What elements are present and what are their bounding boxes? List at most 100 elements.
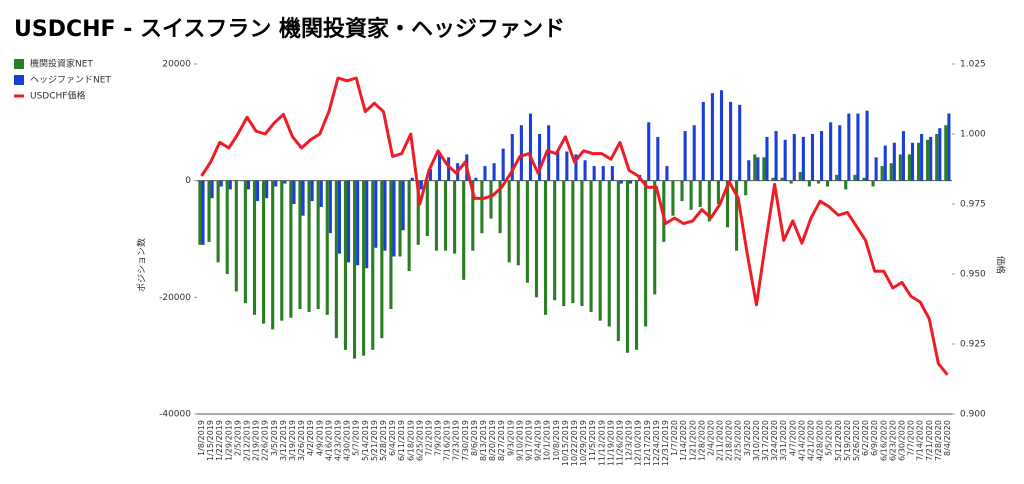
x-tick-label: 10/15/2019 bbox=[561, 420, 570, 466]
bar bbox=[380, 180, 384, 339]
bar bbox=[810, 134, 815, 181]
bar bbox=[765, 136, 769, 181]
legend-swatch bbox=[14, 75, 24, 85]
bar bbox=[316, 180, 320, 309]
bar bbox=[216, 180, 220, 263]
bar bbox=[343, 180, 347, 350]
bar bbox=[689, 180, 693, 210]
x-tick-label: 6/16/2020 bbox=[879, 420, 888, 461]
bar bbox=[234, 180, 238, 292]
bar bbox=[628, 180, 633, 184]
x-tick-label: 12/24/2019 bbox=[652, 420, 661, 466]
bar bbox=[807, 180, 811, 187]
bar bbox=[337, 180, 341, 254]
bar bbox=[489, 180, 493, 219]
x-tick-label: 4/21/2020 bbox=[807, 420, 816, 461]
y2-tick-label: 1.025 bbox=[960, 60, 986, 70]
bar bbox=[525, 180, 529, 283]
bar bbox=[371, 180, 375, 350]
y-tick-label: 0 bbox=[185, 176, 191, 186]
bar bbox=[747, 160, 751, 181]
x-tick-label: 2/4/2020 bbox=[706, 420, 715, 456]
x-tick-label: 3/26/2019 bbox=[297, 420, 306, 461]
bar bbox=[401, 180, 405, 231]
x-tick-label: 11/19/2019 bbox=[606, 420, 615, 466]
bar bbox=[762, 157, 766, 181]
bar bbox=[756, 157, 760, 181]
bar bbox=[880, 166, 884, 181]
bar bbox=[562, 180, 566, 307]
bar bbox=[307, 180, 311, 312]
x-tick-label: 12/17/2019 bbox=[643, 420, 652, 466]
x-tick-label: 6/2/2020 bbox=[861, 420, 870, 456]
bar bbox=[944, 125, 948, 181]
x-tick-label: 2/25/2020 bbox=[734, 420, 743, 461]
bar bbox=[598, 180, 602, 321]
bar bbox=[735, 180, 739, 251]
x-tick-label: 6/25/2019 bbox=[415, 420, 424, 461]
bar bbox=[656, 136, 660, 181]
x-tick-label: 12/31/2019 bbox=[661, 420, 670, 466]
bar bbox=[319, 180, 323, 207]
bar bbox=[935, 134, 939, 181]
bar bbox=[771, 177, 775, 181]
bar bbox=[498, 180, 502, 234]
bar bbox=[829, 122, 833, 181]
bar bbox=[920, 134, 924, 181]
bar bbox=[910, 142, 915, 181]
bar bbox=[410, 177, 414, 181]
x-tick-label: 4/7/2020 bbox=[788, 420, 797, 456]
bar bbox=[271, 180, 275, 330]
bar bbox=[383, 180, 387, 251]
x-tick-label: 6/30/2020 bbox=[897, 420, 906, 461]
y-tick-label: -40000 bbox=[159, 410, 191, 420]
bar bbox=[792, 134, 796, 181]
bar bbox=[252, 180, 257, 315]
bar bbox=[528, 113, 533, 181]
x-tick-label: 2/26/2019 bbox=[261, 420, 270, 461]
x-tick-label: 8/4/2020 bbox=[943, 420, 952, 456]
bar bbox=[592, 166, 596, 181]
x-tick-label: 5/19/2020 bbox=[843, 420, 852, 461]
bar bbox=[519, 125, 523, 181]
y2-tick-label: 1.000 bbox=[960, 130, 986, 140]
bar bbox=[947, 113, 951, 181]
bar bbox=[434, 180, 438, 251]
bar bbox=[780, 177, 784, 181]
bar bbox=[835, 174, 839, 181]
x-tick-label: 3/3/2020 bbox=[743, 420, 752, 456]
price-line bbox=[200, 76, 949, 376]
y2-tick-label: 0.950 bbox=[960, 270, 986, 280]
x-tick-label: 6/4/2019 bbox=[388, 420, 397, 456]
bar bbox=[283, 180, 287, 184]
x-tick-label: 10/22/2019 bbox=[570, 420, 579, 466]
x-tick-label: 6/18/2019 bbox=[406, 420, 415, 461]
x-tick-label: 5/7/2019 bbox=[352, 420, 361, 456]
x-tick-label: 3/5/2019 bbox=[270, 420, 279, 456]
x-tick-label: 4/2/2019 bbox=[306, 420, 315, 456]
bar bbox=[926, 139, 930, 181]
bar bbox=[565, 151, 569, 181]
bar bbox=[389, 180, 393, 309]
x-tick-label: 12/10/2019 bbox=[634, 420, 643, 466]
bar bbox=[280, 180, 284, 321]
bar bbox=[580, 180, 584, 307]
bar bbox=[274, 180, 278, 187]
bar bbox=[256, 180, 260, 202]
bar bbox=[698, 180, 702, 207]
x-tick-label: 3/24/2020 bbox=[770, 420, 779, 461]
bar bbox=[534, 180, 539, 298]
x-tick-label: 8/27/2019 bbox=[497, 420, 506, 461]
bar bbox=[510, 134, 514, 181]
x-tick-label: 9/10/2019 bbox=[515, 420, 524, 461]
bar bbox=[262, 180, 266, 324]
bar bbox=[325, 180, 329, 315]
bar bbox=[634, 180, 639, 350]
x-tick-label: 8/20/2019 bbox=[488, 420, 497, 461]
x-tick-label: 4/9/2019 bbox=[315, 420, 324, 456]
x-tick-label: 7/2/2019 bbox=[424, 420, 433, 456]
bar bbox=[801, 136, 805, 181]
x-tick-label: 3/12/2019 bbox=[279, 420, 288, 461]
bar bbox=[301, 180, 305, 216]
bar bbox=[571, 180, 575, 304]
